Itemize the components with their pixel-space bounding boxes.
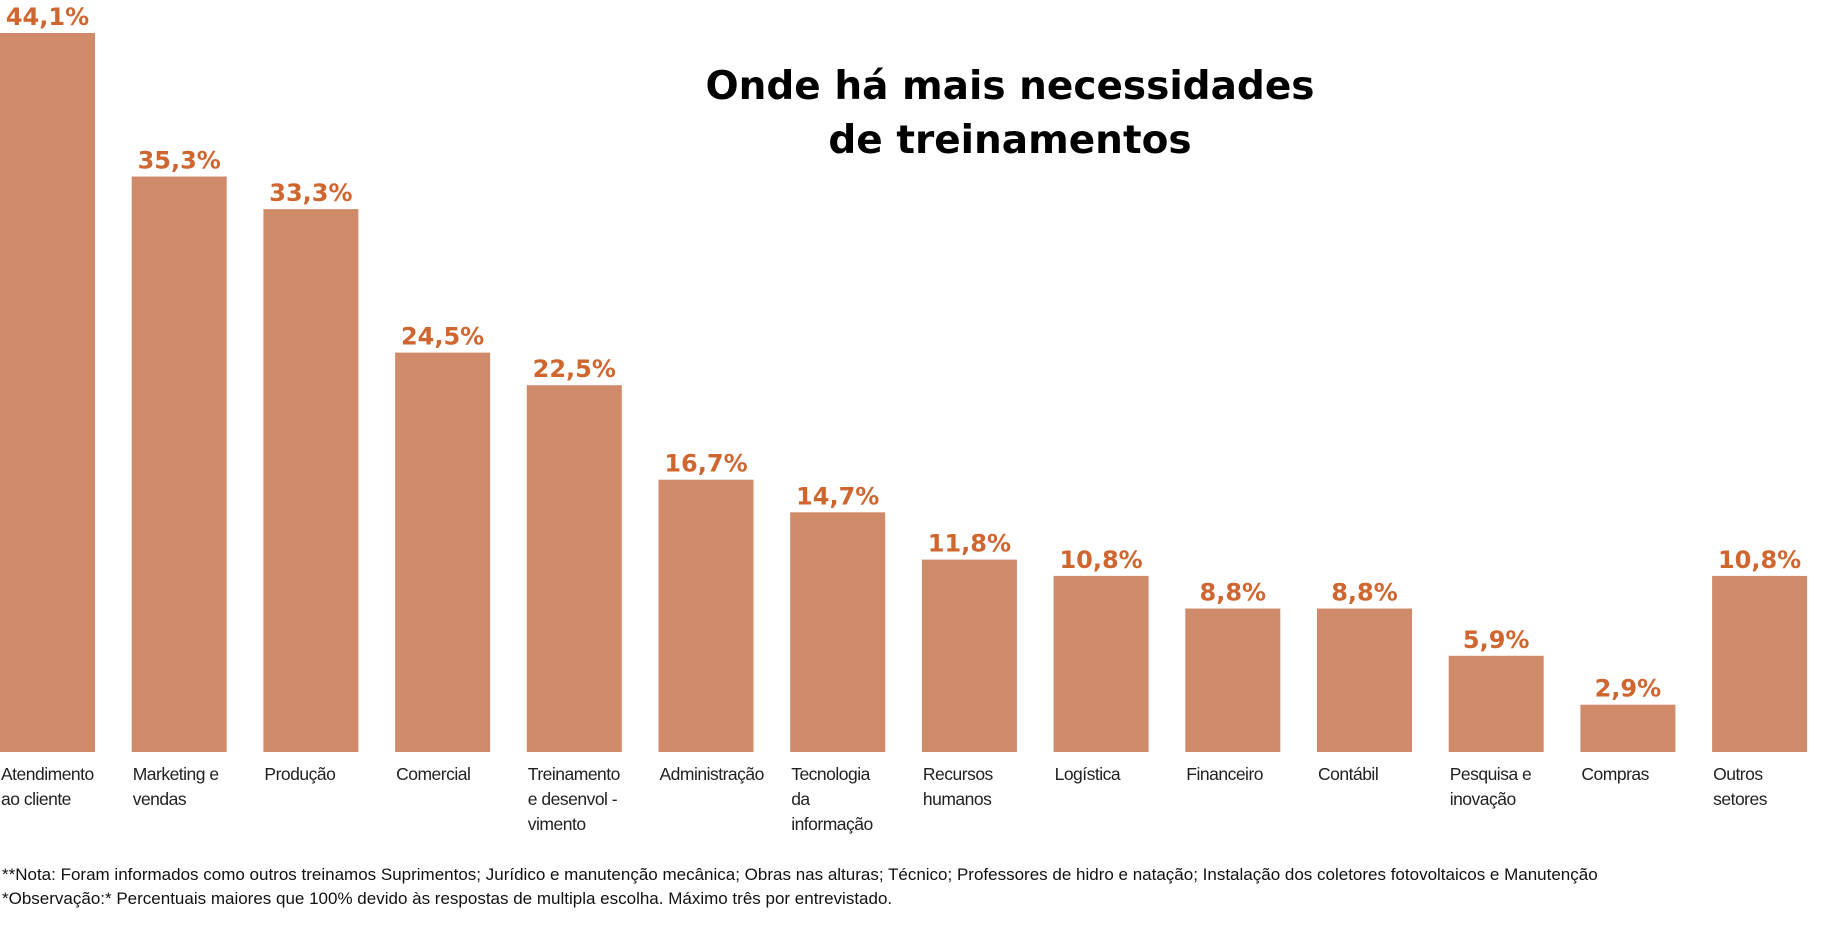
bars-group: [0, 33, 1808, 753]
value-label-7: 14,7%: [796, 482, 879, 510]
category-label-10: Financeiro: [1186, 762, 1306, 787]
category-label-line: e desenvol -: [527, 789, 618, 809]
value-labels-group: 44,1% 35,3% 33,3% 24,5% 22,5% 16,7% 14,7% 11,8%…: [6, 3, 1801, 703]
bar-2: [131, 176, 227, 752]
category-label-line: Treinamento: [527, 764, 621, 784]
category-label-13: Compras: [1581, 762, 1701, 787]
bar-5: [526, 385, 622, 752]
bar-7: [790, 512, 886, 752]
category-label-2: Marketing e vendas: [133, 762, 253, 812]
category-label-line: vimento: [527, 814, 586, 834]
bar-1: [0, 33, 95, 752]
category-label-line: Pesquisa e: [1449, 764, 1532, 784]
category-label-line: informação: [791, 814, 873, 834]
category-label-11: Contábil: [1318, 762, 1438, 787]
category-label-9: Logística: [1055, 762, 1175, 787]
observation-text: *Observação:* Percentuais maiores que 10…: [2, 889, 893, 908]
category-label-line: vendas: [132, 789, 187, 809]
bar-4: [395, 352, 491, 752]
footnotes: **Nota: Foram informados como outros tre…: [2, 863, 1823, 911]
value-label-10: 8,8%: [1200, 579, 1267, 607]
category-label-line: Financeiro: [1186, 764, 1264, 784]
value-label-3: 33,3%: [269, 179, 352, 207]
value-label-14: 10,8%: [1718, 546, 1801, 574]
value-label-1: 44,1%: [6, 3, 89, 31]
bar-chart: 44,1% 35,3% 33,3% 24,5% 22,5% 16,7% 14,7% 11,8%…: [0, 3, 1808, 753]
category-label-line: Produção: [264, 764, 336, 784]
bar-9: [1053, 575, 1149, 752]
category-label-line: Logística: [1054, 764, 1121, 784]
value-label-2: 35,3%: [138, 147, 221, 175]
category-label-12: Pesquisa e inovação: [1450, 762, 1570, 812]
category-label-3: Produção: [264, 762, 384, 787]
category-label-4: Comercial: [396, 762, 516, 787]
value-label-4: 24,5%: [401, 323, 484, 351]
bar-8: [921, 559, 1017, 752]
category-label-line: humanos: [922, 789, 992, 809]
value-label-13: 2,9%: [1595, 675, 1662, 703]
value-label-12: 5,9%: [1463, 626, 1530, 654]
category-label-line: Recursos: [922, 764, 993, 784]
category-label-line: Tecnologia: [791, 764, 870, 784]
category-label-1: Atendimento ao cliente: [1, 762, 121, 812]
category-label-14: Outros setores: [1713, 762, 1823, 812]
category-label-6: Administração: [660, 762, 780, 787]
bar-11: [1317, 608, 1412, 752]
category-label-line: Outros: [1713, 764, 1763, 784]
category-label-5: Treinamento e desenvol - vimento: [528, 762, 648, 837]
category-label-line: Contábil: [1318, 764, 1379, 784]
category-label-line: setores: [1713, 789, 1767, 809]
value-label-9: 10,8%: [1059, 546, 1142, 574]
note-text: **Nota: Foram informados como outros tre…: [2, 865, 1598, 884]
category-label-line: Atendimento: [1, 764, 94, 784]
category-label-7: Tecnologia da informação: [791, 762, 911, 837]
bar-10: [1185, 608, 1281, 752]
chart-title-line-2: de treinamentos: [828, 118, 1192, 163]
category-label-line: Marketing e: [132, 764, 219, 784]
bar-12: [1448, 655, 1544, 752]
value-label-8: 11,8%: [928, 530, 1011, 558]
category-label-line: Administração: [659, 764, 765, 784]
category-label-8: Recursos humanos: [923, 762, 1043, 812]
category-label-line: inovação: [1449, 789, 1517, 809]
value-label-6: 16,7%: [664, 450, 747, 478]
chart-title: Onde há mais necessidades de treinamento…: [640, 60, 1380, 168]
value-label-11: 8,8%: [1331, 579, 1398, 607]
value-label-5: 22,5%: [533, 355, 616, 383]
bar-14: [1712, 575, 1808, 752]
bar-3: [263, 209, 359, 753]
bar-6: [658, 479, 754, 752]
bar-13: [1580, 704, 1676, 752]
category-label-line: ao cliente: [1, 789, 71, 809]
category-label-line: Compras: [1581, 764, 1649, 784]
category-label-line: Comercial: [396, 764, 471, 784]
chart-title-line-1: Onde há mais necessidades: [705, 64, 1315, 109]
category-label-line: da: [791, 789, 810, 809]
